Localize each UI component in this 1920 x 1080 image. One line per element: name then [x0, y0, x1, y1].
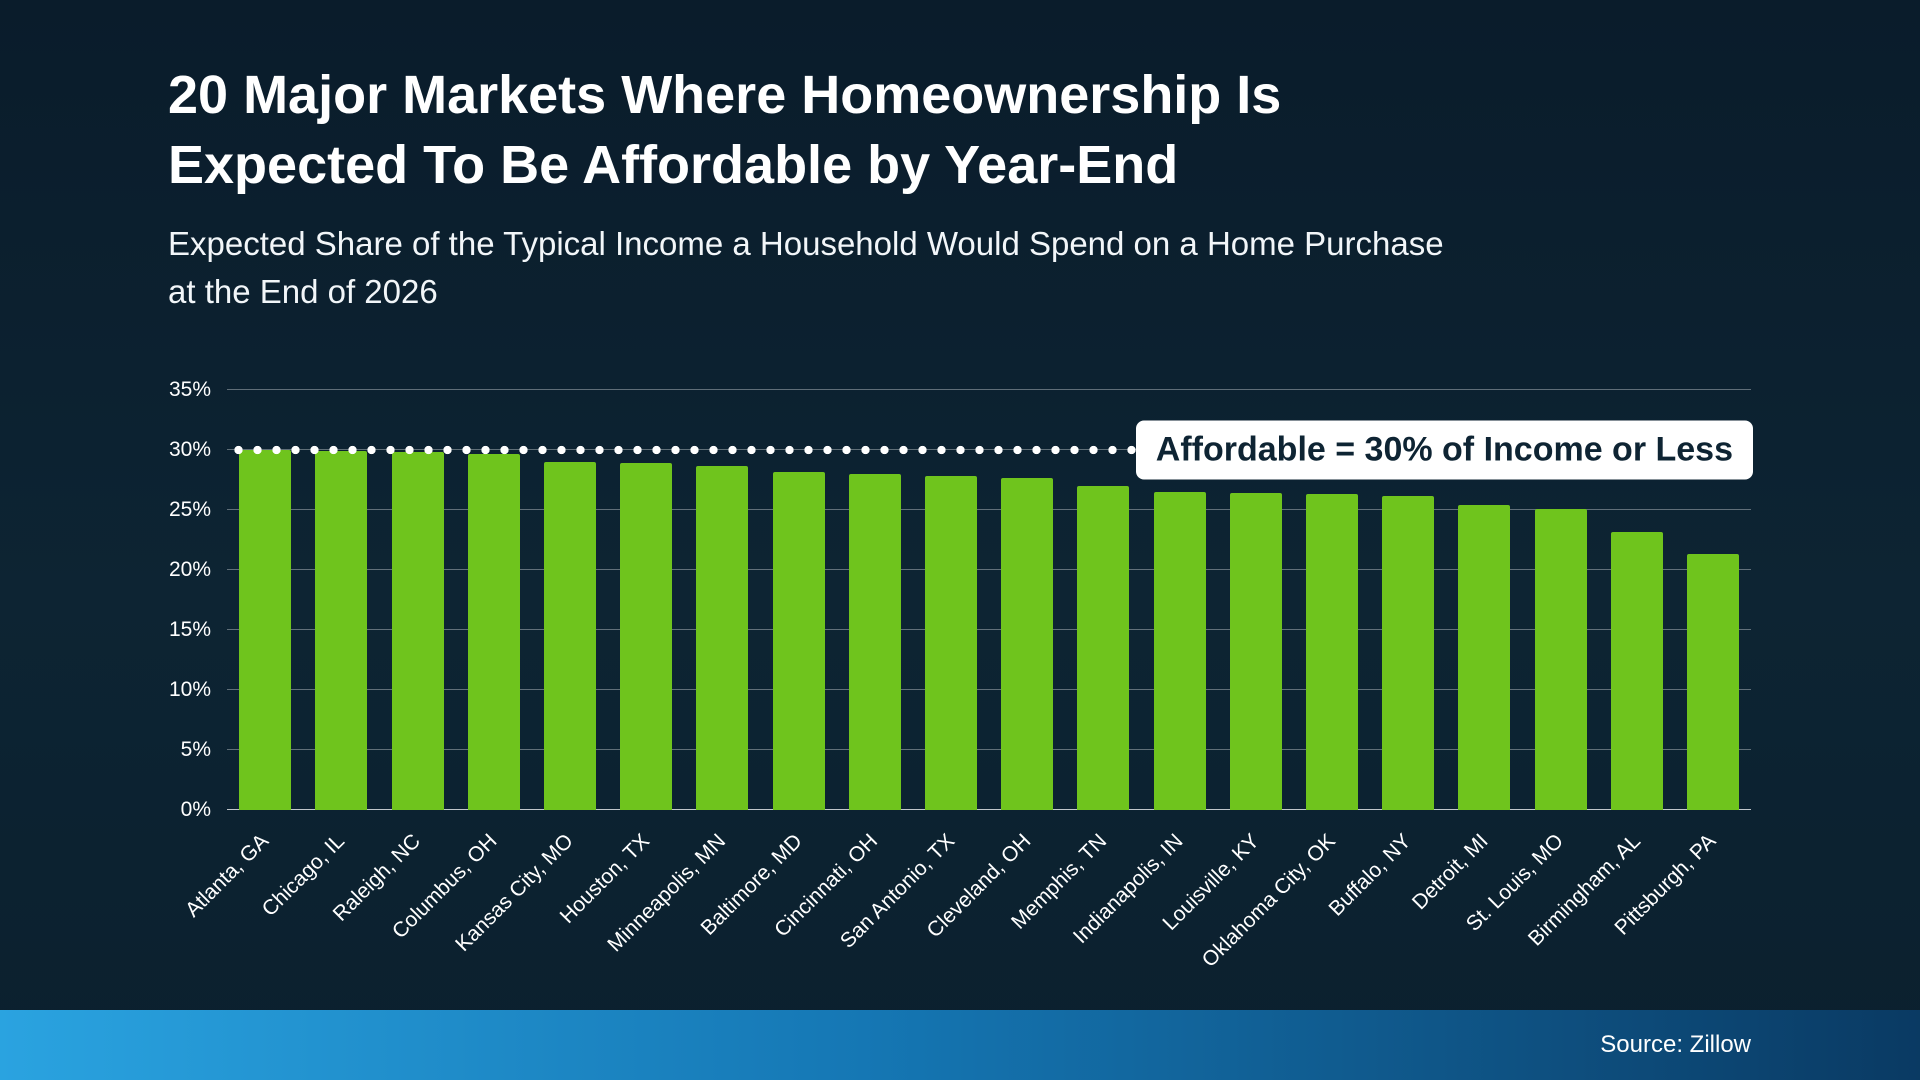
y-axis-tick-5: 5%	[180, 738, 211, 761]
bar-column-pittsburgh-pa	[1675, 390, 1751, 810]
bar-column-columbus-oh	[456, 390, 532, 810]
y-axis-tick-0: 0%	[180, 798, 211, 821]
bar-chart: Affordable = 30% of Income or Less 0% 5% 1…	[0, 378, 1920, 1000]
bar-column-st-louis-mo	[1522, 390, 1598, 810]
bar-louisville-ky	[1229, 493, 1282, 810]
bar-baltimore-md	[772, 471, 825, 810]
bar-detroit-mi	[1458, 505, 1511, 810]
affordability-annotation: Affordable = 30% of Income or Less	[1135, 420, 1753, 480]
bar-column-louisville-ky	[1218, 390, 1294, 810]
gridline-15	[227, 629, 1751, 630]
bar-column-cleveland-oh	[989, 390, 1065, 810]
bar-column-minneapolis-mn	[684, 390, 760, 810]
bar-column-baltimore-md	[760, 390, 836, 810]
page-title-line-1: 20 Major Markets Where Homeownership Is	[168, 65, 1282, 125]
gridline-35	[227, 389, 1751, 390]
bar-atlanta-ga	[239, 450, 292, 810]
gridline-20	[227, 569, 1751, 570]
x-axis-labels: Atlanta, GA Chicago, IL Raleigh, NC Columbu…	[181, 810, 1751, 1000]
gridline-5	[227, 749, 1751, 750]
page-subtitle-line-2: at the End of 2026	[168, 273, 438, 311]
gridline-25	[227, 509, 1751, 510]
y-axis-tick-20: 20%	[168, 558, 211, 581]
x-axis-label-atlanta-ga: Atlanta, GA	[180, 829, 273, 922]
bar-column-houston-tx	[608, 390, 684, 810]
gridline-0	[227, 809, 1751, 810]
bar-column-memphis-tn	[1065, 390, 1141, 810]
bar-column-buffalo-ny	[1370, 390, 1446, 810]
bar-minneapolis-mn	[696, 465, 749, 810]
bar-column-cincinnati-oh	[837, 390, 913, 810]
bar-column-san-antonio-tx	[913, 390, 989, 810]
bar-column-detroit-mi	[1446, 390, 1522, 810]
bar-column-chicago-il	[303, 390, 379, 810]
x-label-cell-pittsburgh-pa: Pittsburgh, PA	[1611, 810, 1751, 1000]
bar-indianapolis-in	[1153, 492, 1206, 810]
bar-oklahoma-city-ok	[1305, 494, 1358, 810]
bar-column-birmingham-al	[1599, 390, 1675, 810]
footer-bar: Source: Zillow	[0, 1010, 1920, 1080]
bar-column-raleigh-nc	[379, 390, 455, 810]
bar-birmingham-al	[1610, 531, 1663, 810]
y-axis-tick-10: 10%	[168, 678, 211, 701]
bar-column-kansas-city-mo	[532, 390, 608, 810]
bar-san-antonio-tx	[924, 476, 977, 810]
page-subtitle: Expected Share of the Typical Income a H…	[168, 220, 1768, 316]
plot-area: Affordable = 30% of Income or Less 0% 5% 1…	[169, 378, 1753, 821]
bar-cleveland-oh	[1001, 477, 1054, 810]
y-axis-tick-25: 25%	[168, 498, 211, 521]
source-label: Source: Zillow	[1600, 1031, 1751, 1058]
gridline-10	[227, 689, 1751, 690]
page-subtitle-line-1: Expected Share of the Typical Income a H…	[168, 225, 1444, 263]
bar-column-oklahoma-city-ok	[1294, 390, 1370, 810]
bars-container	[227, 390, 1751, 810]
y-axis-tick-30: 30%	[168, 438, 211, 461]
bar-pittsburgh-pa	[1686, 554, 1739, 810]
bar-columbus-oh	[467, 453, 520, 810]
page-title-line-2: Expected To Be Affordable by Year-End	[168, 135, 1179, 196]
bar-column-atlanta-ga	[227, 390, 303, 810]
bar-houston-tx	[620, 463, 673, 810]
bar-st-louis-mo	[1534, 508, 1587, 810]
bar-kansas-city-mo	[543, 462, 596, 810]
bar-memphis-tn	[1077, 486, 1130, 810]
y-axis-tick-15: 15%	[168, 618, 211, 641]
bar-column-indianapolis-in	[1141, 390, 1217, 810]
y-axis-tick-35: 35%	[168, 378, 211, 401]
page-title: 20 Major Markets Where Homeownership Is …	[168, 0, 1668, 200]
bar-buffalo-ny	[1382, 495, 1435, 810]
bar-chicago-il	[315, 451, 368, 810]
affordability-threshold-line	[227, 445, 1751, 455]
bar-cincinnati-oh	[848, 474, 901, 810]
bar-raleigh-nc	[391, 452, 444, 810]
